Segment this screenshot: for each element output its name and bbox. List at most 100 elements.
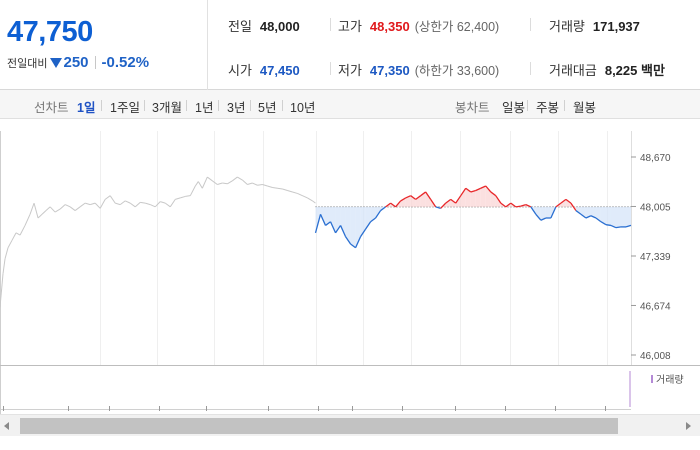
prior-day-segment [232, 176, 238, 182]
prior-day-segment [267, 185, 273, 188]
chart-scrollbar[interactable] [0, 414, 700, 436]
today-segment [325, 221, 331, 226]
prior-day-segment [140, 201, 146, 204]
today-fill-segment [465, 188, 471, 207]
today-segment [420, 191, 427, 197]
today-fill-segment [610, 206, 616, 228]
stat-divider [530, 62, 531, 75]
today-fill-segment [490, 191, 496, 207]
toolbar-divider [564, 100, 565, 111]
today-segment [610, 224, 617, 229]
candle-monthly[interactable]: 월봉 [573, 101, 597, 115]
today-fill-segment [605, 206, 611, 226]
stat-label: 거래대금 [549, 63, 597, 78]
period-10year[interactable]: 10년 [290, 101, 316, 115]
prior-day-segment [207, 176, 213, 182]
prior-day-segment [150, 204, 156, 208]
prior-day-segment [237, 176, 243, 181]
change-label: 전일대비 [7, 57, 48, 70]
price-box: 47,750 전일대비 250 -0.52% [0, 0, 208, 90]
prior-day-segment [15, 232, 21, 236]
today-segment [345, 236, 352, 245]
today-fill-segment [355, 206, 361, 248]
today-fill-segment [540, 206, 546, 221]
prior-day-segment [119, 200, 126, 206]
period-5year[interactable]: 5년 [258, 101, 277, 115]
today-fill-segment [360, 206, 366, 237]
today-segment [455, 195, 462, 204]
prior-day-segment [59, 204, 66, 210]
today-segment [425, 191, 432, 200]
today-segment [625, 224, 632, 228]
scroll-left-icon[interactable] [4, 422, 9, 430]
today-fill-segment [340, 206, 346, 237]
candle-chart-label: 봉차트 [455, 101, 490, 115]
y-tick-label: 48,670 [640, 153, 671, 164]
prior-day-segment [222, 182, 228, 185]
today-segment [530, 206, 537, 215]
today-segment [395, 200, 402, 208]
prior-day-segment [189, 185, 196, 196]
today-fill-segment [400, 197, 406, 207]
today-segment [580, 213, 587, 219]
period-1week[interactable]: 1주일 [110, 101, 140, 115]
prior-day-segment [145, 202, 151, 206]
today-segment [515, 205, 521, 208]
today-segment [570, 202, 577, 211]
today-segment [525, 204, 532, 208]
prior-day-segment [292, 191, 298, 194]
today-segment [329, 221, 337, 234]
y-tick-label: 47,339 [640, 252, 671, 263]
today-fill-segment [620, 206, 626, 227]
today-segment [415, 195, 422, 200]
today-fill-segment [350, 206, 356, 248]
today-segment [450, 198, 457, 204]
candle-daily[interactable]: 일봉 [502, 101, 526, 115]
today-segment [390, 202, 397, 208]
prior-day-segment [164, 202, 171, 208]
today-segment [595, 217, 602, 223]
y-tick-label: 48,005 [640, 202, 671, 213]
today-segment [470, 189, 476, 193]
stat-label: 시가 [228, 63, 252, 78]
today-segment [605, 224, 612, 227]
y-tick-label: 46,674 [640, 301, 671, 312]
prior-day-segment [212, 180, 218, 185]
stat-upper-limit: (상한가 62,400) [414, 20, 500, 34]
today-fill-segment [560, 199, 566, 207]
change-percent: -0.52% [101, 54, 150, 71]
period-1day[interactable]: 1일 [77, 101, 96, 115]
toolbar-divider [250, 100, 251, 111]
prior-day-segment [277, 187, 283, 190]
prior-day-segment [49, 206, 56, 213]
scroll-right-icon[interactable] [686, 422, 691, 430]
today-segment [475, 187, 482, 192]
today-fill-segment [470, 190, 476, 207]
today-fill-segment [475, 188, 481, 207]
today-segment [565, 198, 572, 204]
prior-day-segment [0, 273, 4, 308]
prior-day-series [0, 176, 316, 308]
candle-weekly[interactable]: 주봉 [536, 101, 560, 115]
today-fill-segment [545, 206, 551, 218]
prior-day-segment [312, 200, 316, 204]
stat-divider [330, 62, 331, 75]
period-3year[interactable]: 3년 [227, 101, 246, 115]
prior-day-segment [297, 192, 303, 197]
scroll-thumb[interactable] [20, 418, 618, 434]
change-divider [94, 56, 96, 69]
prior-day-segment [180, 195, 186, 199]
period-3month[interactable]: 3개월 [152, 101, 182, 115]
today-segment [430, 199, 437, 208]
chart-toolbar: 선차트 1일 1주일 3개월 1년 3년 5년 10년 봉차트 일봉 주봉 월봉 [0, 90, 700, 119]
today-segment [615, 226, 622, 229]
prior-day-segment [201, 176, 208, 189]
period-1year[interactable]: 1년 [195, 101, 214, 115]
prior-day-segment [129, 202, 136, 208]
volume-legend-swatch [651, 375, 653, 383]
chart-grid [0, 119, 700, 414]
today-segment [314, 214, 322, 234]
line-chart-label: 선차트 [34, 101, 69, 115]
prior-day-segment [272, 187, 278, 189]
toolbar-divider [144, 100, 145, 111]
